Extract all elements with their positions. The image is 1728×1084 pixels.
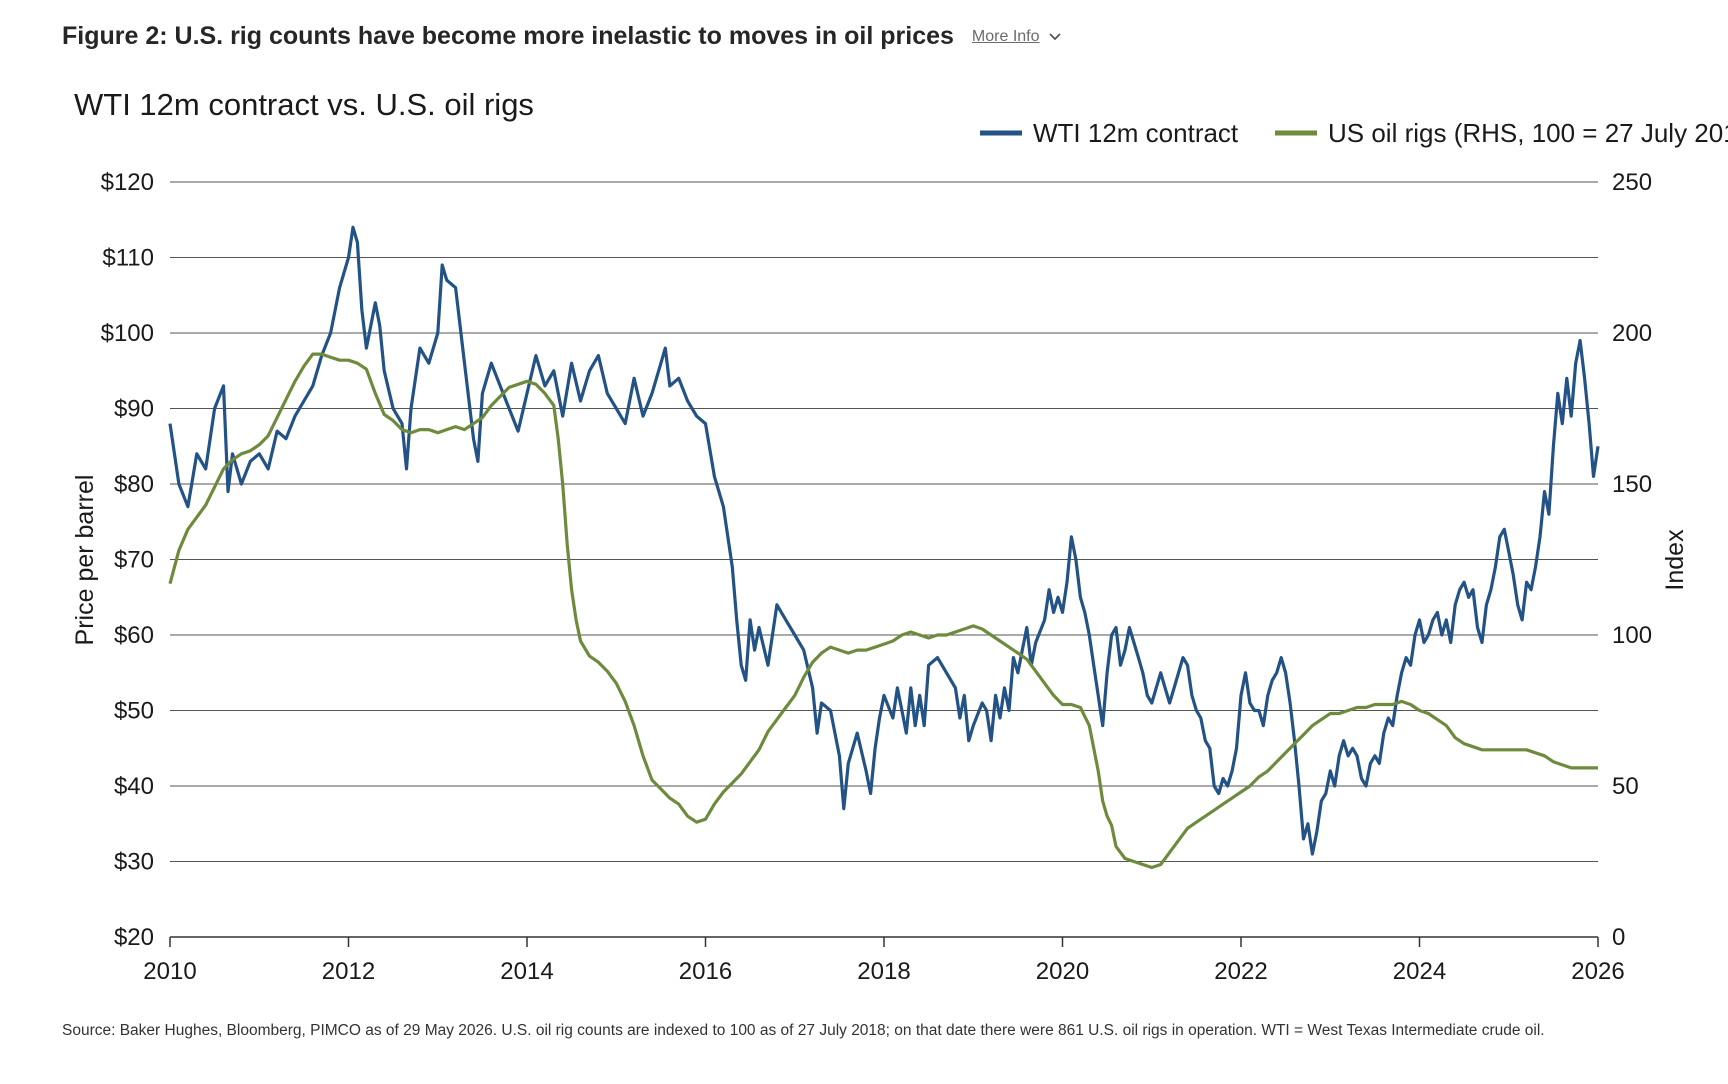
figure-header: Figure 2: U.S. rig counts have become mo…	[62, 22, 1062, 51]
legend: WTI 12m contract US oil rigs (RHS, 100 = …	[980, 118, 1728, 148]
y-tick-label: $120	[101, 169, 154, 196]
x-tick-label: 2024	[1393, 958, 1446, 985]
y2-axis-label: Index	[1661, 529, 1689, 591]
x-tick-label: 2016	[679, 958, 732, 985]
y-tick-label: $70	[114, 547, 154, 574]
axes	[169, 936, 1599, 947]
y-tick-label: $60	[114, 622, 154, 649]
figure-title: Figure 2: U.S. rig counts have become mo…	[62, 22, 954, 50]
x-tick-label: 2020	[1036, 958, 1089, 985]
y-tick-label: $80	[114, 471, 154, 498]
rig-series-line	[168, 352, 1598, 870]
more-info-button[interactable]: More Info	[972, 28, 1062, 46]
wti-series-line	[168, 225, 1600, 856]
y-tick-label: $20	[114, 924, 154, 951]
series-lines	[168, 225, 1600, 870]
x-tick-label: 2010	[143, 958, 196, 985]
source-footnote: Source: Baker Hughes, Bloomberg, PIMCO a…	[62, 1022, 1545, 1039]
y2-tick-label: 150	[1612, 471, 1652, 498]
y2-tick-label: 50	[1612, 773, 1639, 800]
y-tick-label: $100	[101, 320, 154, 347]
more-info-label: More Info	[971, 27, 1040, 45]
grid-lines	[170, 181, 1598, 862]
y2-tick-label: 250	[1612, 169, 1652, 196]
chevron-down-icon	[1048, 32, 1061, 40]
x-tick-label: 2026	[1571, 958, 1624, 985]
x-tick-label: 2018	[857, 958, 910, 985]
chart: WTI 12m contract US oil rigs (RHS, 100 = …	[71, 87, 1728, 985]
y2-tick-label: 0	[1612, 924, 1625, 951]
y-tick-label: $50	[114, 698, 154, 725]
y-axis-label: Price per barrel	[71, 475, 99, 646]
y-tick-label: $110	[102, 245, 154, 272]
y-tick-label: $90	[114, 396, 154, 423]
y2-tick-label: 100	[1612, 622, 1652, 649]
chart-title: WTI 12m contract vs. U.S. oil rigs	[74, 87, 534, 122]
y-tick-label: $30	[114, 849, 154, 876]
y2-tick-label: 200	[1612, 320, 1652, 347]
legend-label-wti: WTI 12m contract	[1033, 118, 1239, 148]
legend-label-rigs: US oil rigs (RHS, 100 = 27 July 2018)	[1328, 118, 1728, 148]
y-tick-label: $40	[114, 773, 154, 800]
chart-labels: $20 $30 $40 $50 $60 $70 $80 $90 $100 $110 $120 0 50 1…	[71, 87, 1689, 985]
x-tick-label: 2022	[1214, 958, 1267, 985]
x-tick-label: 2012	[322, 958, 375, 985]
x-tick-label: 2014	[500, 958, 553, 985]
